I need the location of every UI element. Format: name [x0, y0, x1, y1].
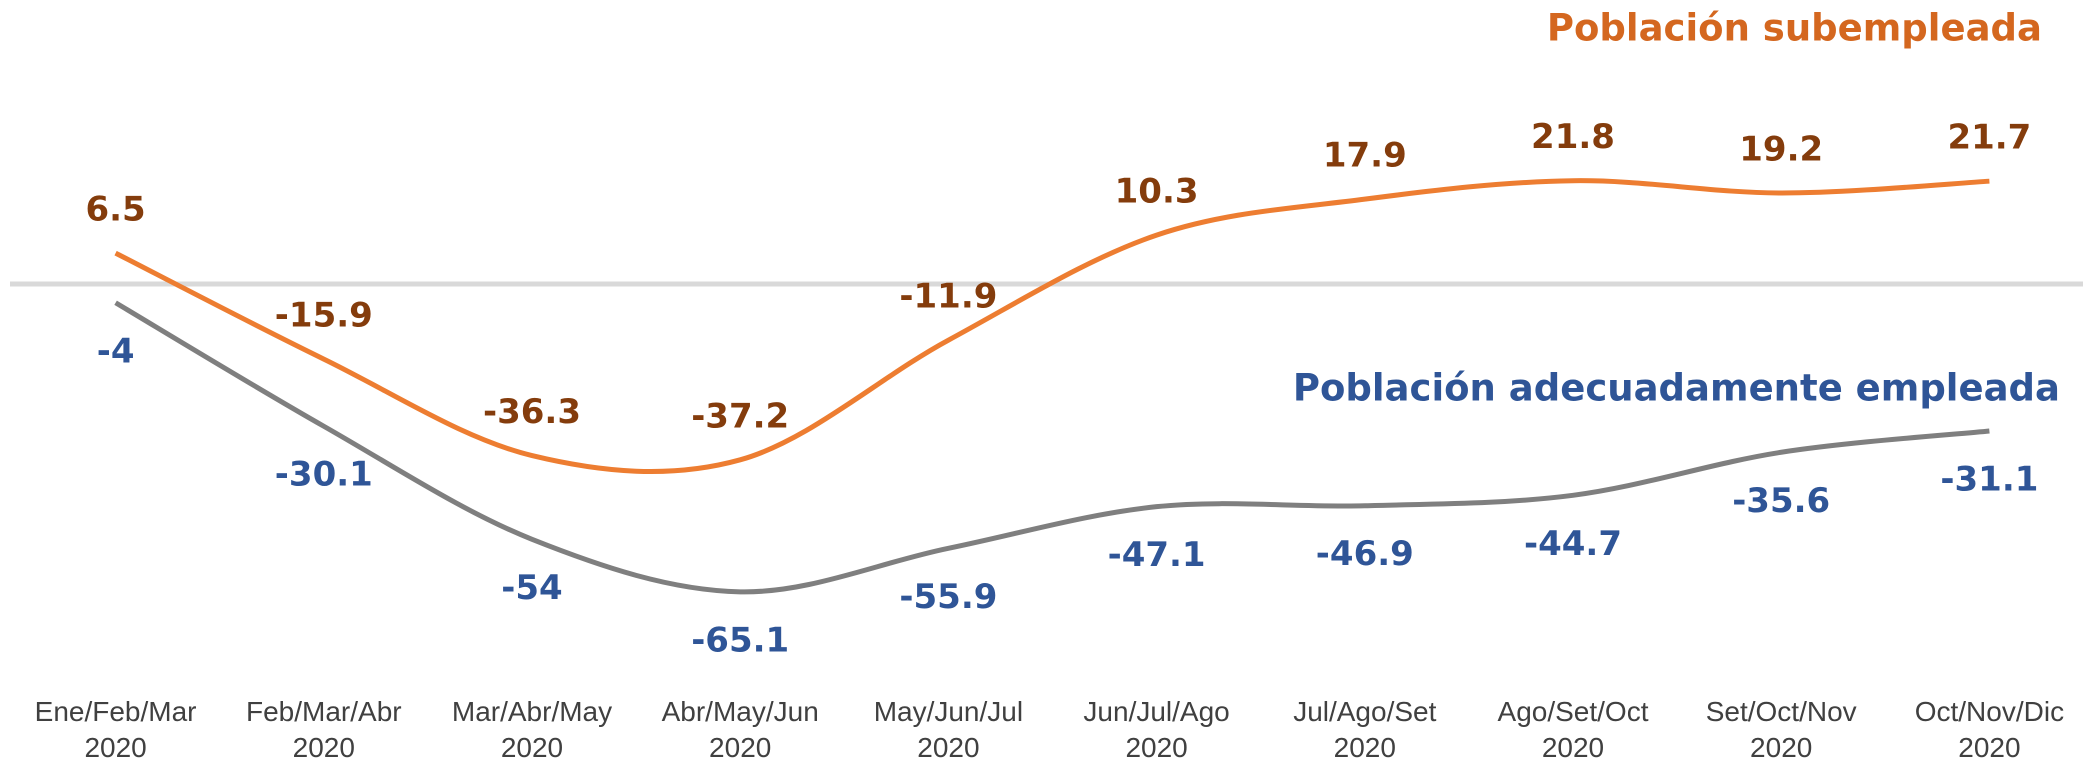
- series-label: Población adecuadamente empleada: [1293, 367, 2060, 410]
- data-label: -55.9: [899, 577, 997, 617]
- line: [114, 178, 1990, 474]
- data-label: 19.2: [1739, 130, 1823, 170]
- series-label: Población subempleada: [1547, 7, 2042, 50]
- data-label: -46.9: [1316, 534, 1414, 574]
- data-label: -30.1: [275, 455, 373, 495]
- data-label: -4: [97, 331, 135, 371]
- x-tick-label: Jul/Ago/Set 2020: [1293, 696, 1436, 763]
- data-label: 6.5: [85, 190, 145, 230]
- data-label: -11.9: [899, 277, 997, 317]
- data-label: -31.1: [1940, 459, 2038, 499]
- data-label: -36.3: [483, 392, 581, 432]
- x-tick-label: Ene/Feb/Mar 2020: [35, 696, 197, 763]
- x-tick-label: Abr/May/Jun 2020: [662, 696, 819, 763]
- x-tick-label: Oct/Nov/Dic 2020: [1915, 696, 2064, 763]
- line: [114, 300, 1990, 595]
- data-label: 10.3: [1115, 172, 1199, 212]
- x-tick-label: Set/Oct/Nov 2020: [1706, 696, 1857, 763]
- data-label: -47.1: [1108, 535, 1206, 575]
- x-tick-label: May/Jun/Jul 2020: [874, 696, 1023, 763]
- x-tick-label: Mar/Abr/May 2020: [452, 696, 612, 763]
- data-label: -54: [501, 568, 562, 608]
- x-tick-label: Jun/Jul/Ago 2020: [1083, 696, 1229, 763]
- data-label: -35.6: [1732, 481, 1830, 521]
- data-label: 21.7: [1947, 118, 2031, 158]
- data-label: -65.1: [691, 620, 789, 660]
- x-tick-label: Feb/Mar/Abr 2020: [246, 696, 402, 763]
- data-label: 17.9: [1323, 136, 1407, 176]
- data-label: -15.9: [275, 296, 373, 336]
- x-tick-label: Ago/Set/Oct 2020: [1498, 696, 1649, 763]
- data-label: -37.2: [691, 396, 789, 436]
- data-label: 21.8: [1531, 117, 1615, 157]
- data-label: -44.7: [1524, 524, 1622, 564]
